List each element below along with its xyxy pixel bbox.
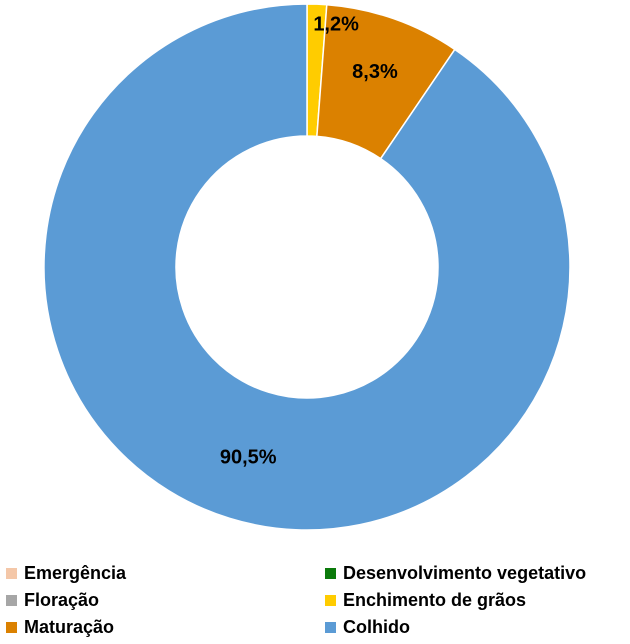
- legend-item-desenvolvimento-vegetativo: Desenvolvimento vegetativo: [325, 561, 586, 585]
- legend-swatch: [6, 621, 17, 633]
- legend-item-emergencia: Emergência: [6, 561, 126, 585]
- legend-label: Maturação: [24, 616, 115, 637]
- legend-item-enchimento-de-graos: Enchimento de grãos: [325, 588, 526, 612]
- legend-swatch: [325, 594, 336, 606]
- slice-colhido: [43, 3, 571, 531]
- legend-item-maturacao: Maturação: [6, 615, 114, 639]
- legend-label: Emergência: [24, 562, 127, 583]
- legend-label: Desenvolvimento vegetativo: [343, 562, 587, 583]
- data-label: 90,5%: [220, 446, 277, 468]
- legend-label: Enchimento de grãos: [343, 589, 527, 610]
- legend-label: Colhido: [343, 616, 410, 637]
- legend-swatch: [6, 567, 17, 579]
- legend-label: Floração: [24, 589, 100, 610]
- legend-swatch: [6, 594, 17, 606]
- data-label: 8,3%: [352, 61, 398, 83]
- data-label: 1,2%: [313, 13, 359, 35]
- legend-item-colhido: Colhido: [325, 615, 410, 639]
- legend-item-floracao: Floração: [6, 588, 99, 612]
- donut-chart: 1,2% 8,3% 90,5%: [43, 3, 571, 531]
- legend-swatch: [325, 621, 336, 633]
- legend-swatch: [325, 567, 336, 579]
- legend: Emergência Desenvolvimento vegetativo Fl…: [0, 560, 630, 644]
